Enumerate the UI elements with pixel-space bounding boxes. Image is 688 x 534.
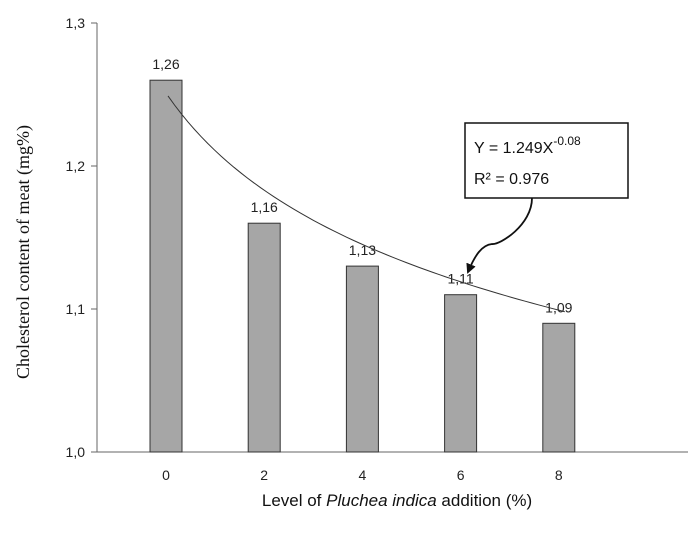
x-axis-title-species: Pluchea indica <box>326 491 437 510</box>
bar <box>542 322 576 453</box>
x-tick-label: 0 <box>162 467 170 483</box>
y-tick-label: 1,1 <box>66 301 86 317</box>
x-tick-label: 2 <box>260 467 268 483</box>
bar-data-label: 1,26 <box>152 56 179 72</box>
y-tick-label: 1,2 <box>66 158 86 174</box>
y-axis-ticks: 1,0 1,1 1,2 1,3 <box>66 15 97 460</box>
callout-equation-base: Y = 1.249X <box>474 140 554 157</box>
bar <box>247 222 281 453</box>
bar <box>345 265 379 453</box>
axes <box>96 23 688 453</box>
bar-data-label: 1,16 <box>251 199 278 215</box>
x-tick-label: 4 <box>359 467 367 483</box>
callout-box <box>464 122 629 199</box>
x-axis-title: Level of Pluchea indica addition (%) <box>262 491 532 510</box>
bar <box>149 79 183 453</box>
equation-callout: Y = 1.249X-0.08 R² = 0.976 <box>464 122 629 274</box>
x-tick-label: 8 <box>555 467 563 483</box>
x-tick-label: 6 <box>457 467 465 483</box>
x-axis-title-suffix: addition (%) <box>437 491 532 510</box>
bar-data-label: 1,13 <box>349 242 376 258</box>
callout-r-squared: R² = 0.976 <box>474 171 549 188</box>
bars <box>149 79 576 453</box>
callout-equation-exponent: -0.08 <box>553 134 581 148</box>
y-axis-title: Cholesterol content of meat (mg%) <box>13 125 34 379</box>
callout-arrow <box>466 197 533 274</box>
bar-data-label: 1,09 <box>545 299 572 315</box>
callout-equation: Y = 1.249X-0.08 <box>474 134 581 157</box>
y-tick-label: 1,0 <box>66 444 86 460</box>
bar <box>444 294 478 453</box>
data-labels: 1,26 1,16 1,13 1,11 1,09 <box>152 56 572 315</box>
x-axis-ticks: 0 2 4 6 8 <box>162 467 563 483</box>
bar-data-label: 1,11 <box>447 271 473 287</box>
x-axis-title-prefix: Level of <box>262 491 326 510</box>
y-tick-label: 1,3 <box>66 15 86 31</box>
trendline-curve <box>167 95 565 313</box>
